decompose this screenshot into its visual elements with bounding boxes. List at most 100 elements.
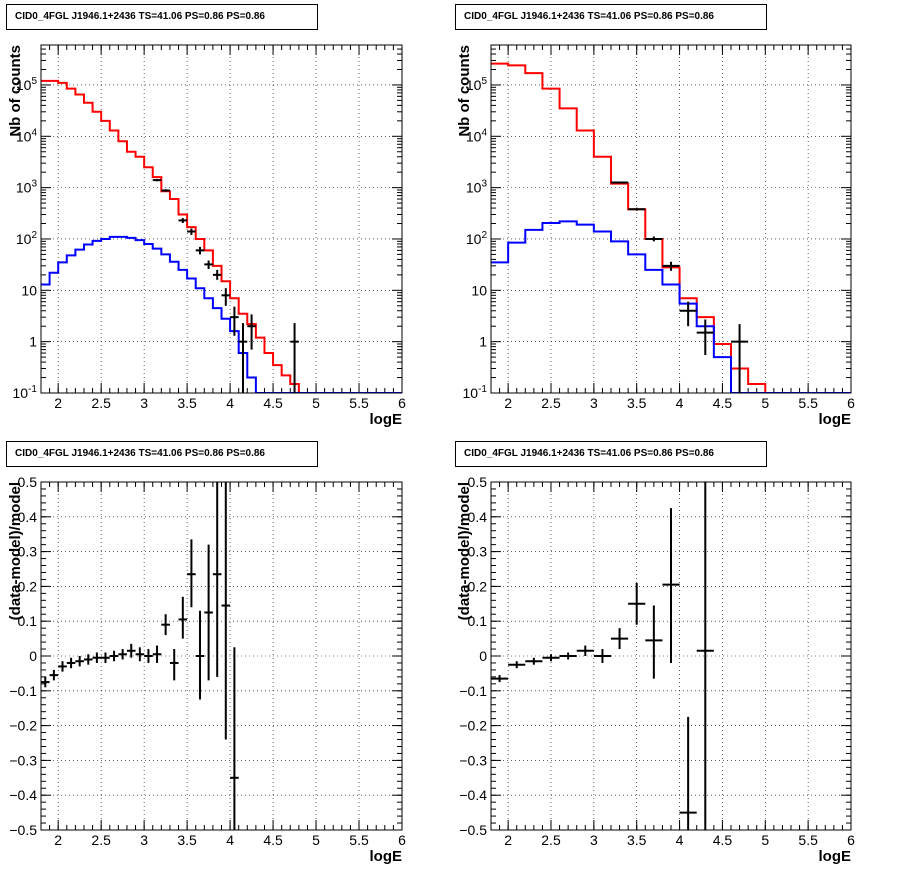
- x-tick-label: 6: [398, 832, 406, 848]
- data-point: [628, 582, 646, 625]
- y-tick-label: 0.3: [468, 544, 488, 560]
- data-point: [731, 324, 749, 393]
- data-point: [152, 645, 162, 663]
- y-tick-label: 0.4: [468, 509, 488, 525]
- data-point: [542, 654, 560, 662]
- data-point: [101, 652, 110, 663]
- data-point: [195, 610, 205, 700]
- x-tick-label: 4: [226, 395, 234, 411]
- y-tick-label: 10-1: [463, 384, 488, 401]
- plot-frame: [40, 481, 403, 831]
- data-point: [83, 654, 93, 665]
- grid-lines: [41, 45, 402, 393]
- y-tick-label: 0.4: [18, 509, 38, 525]
- y-tick-label: 102: [16, 230, 38, 247]
- x-axis-label: logE: [819, 411, 852, 428]
- y-tick-label: 0.2: [468, 578, 488, 594]
- data-point: [230, 306, 239, 336]
- histogram-step-line: [41, 79, 402, 393]
- y-tick-label: 0.2: [18, 578, 38, 594]
- y-axis-label: Nb of counts: [7, 45, 24, 137]
- chart-top-left: 2 2.5 3 3.5 4 4.5 5 5.5 6 10-1 1 10 102 103 104 105 logE…: [7, 44, 406, 428]
- series-0: [41, 79, 402, 393]
- panel-top-right: CID0_4FGL J1946.1+2436 TS=41.06 PS=0.86 …: [449, 0, 898, 437]
- x-tick-label: 5: [761, 832, 769, 848]
- data-point: [58, 661, 67, 672]
- chart-title: CID0_4FGL J1946.1+2436 TS=41.06 PS=0.86 …: [455, 441, 767, 467]
- x-tick-label: 2.5: [91, 832, 111, 848]
- chart-bottom-right: 2 2.5 3 3.5 4 4.5 5 5.5 6 −0.5 −0.4 −0.3 −0.2 −0.1 0 0.…: [456, 474, 855, 865]
- data-point: [290, 323, 299, 393]
- data-point: [161, 614, 170, 636]
- y-tick-label: 102: [466, 230, 488, 247]
- y-tick-label: 105: [16, 76, 38, 93]
- x-tick-label: 4: [226, 832, 234, 848]
- y-tick-label: 10: [21, 282, 37, 298]
- x-tick-label: 6: [847, 395, 855, 411]
- data-point: [195, 246, 205, 255]
- x-tick-label: 6: [847, 832, 855, 848]
- data-point: [696, 319, 714, 355]
- grid-lines: [41, 482, 402, 830]
- chart-top-right: 2 2.5 3 3.5 4 4.5 5 5.5 6 10-1 1 10 102 103 104 105 logE…: [456, 44, 855, 428]
- y-tick-label: 1: [29, 334, 37, 350]
- x-tick-label: 5.5: [798, 395, 818, 411]
- data-point: [66, 657, 76, 669]
- y-tick-label: 0: [29, 648, 37, 664]
- y-tick-label: 0.1: [468, 613, 488, 629]
- data-point: [645, 236, 663, 242]
- data-point: [611, 181, 629, 184]
- x-tick-label: 3: [590, 832, 598, 848]
- x-tick-label: 5: [761, 395, 769, 411]
- histogram-step-line: [41, 235, 402, 393]
- y-tick-label: −0.1: [9, 683, 37, 699]
- x-tick-label: 3.5: [177, 832, 197, 848]
- data-point: [230, 647, 239, 830]
- y-axis-label: (data-model)/model: [456, 482, 473, 620]
- x-axis-label: logE: [370, 848, 403, 865]
- plot-frame: [490, 44, 852, 394]
- x-tick-label: 5.5: [349, 395, 369, 411]
- y-tick-label: 103: [466, 179, 488, 196]
- y-tick-label: 10: [471, 282, 487, 298]
- y-tick-label: −0.1: [459, 683, 487, 699]
- histogram-step-line: [491, 220, 851, 393]
- data-point: [178, 218, 188, 223]
- y-tick-label: 0: [479, 648, 487, 664]
- chart-bottom-left: 2 2.5 3 3.5 4 4.5 5 5.5 6 −0.5 −0.4 −0.3 −0.2 −0.1 0 0.…: [7, 474, 406, 865]
- data-point: [169, 649, 179, 681]
- y-tick-label: 0.5: [18, 474, 38, 490]
- data-point: [118, 649, 127, 660]
- data-point: [559, 652, 577, 660]
- x-tick-label: 2.5: [91, 395, 111, 411]
- plot-frame: [40, 44, 403, 394]
- chart-title: CID0_4FGL J1946.1+2436 TS=41.06 PS=0.86 …: [6, 4, 318, 30]
- data-point: [144, 649, 153, 663]
- x-tick-label: 3: [590, 395, 598, 411]
- x-tick-label: 3.5: [627, 395, 647, 411]
- data-point: [662, 261, 680, 271]
- data-point: [187, 228, 196, 235]
- x-tick-label: 4.5: [713, 395, 733, 411]
- x-tick-label: 2: [504, 832, 512, 848]
- series-1: [41, 235, 402, 393]
- x-tick-label: 6: [398, 395, 406, 411]
- data-point: [212, 269, 222, 280]
- y-tick-label: 0.1: [18, 613, 38, 629]
- data-point: [662, 508, 680, 663]
- y-tick-label: −0.2: [459, 718, 487, 734]
- chart-title: CID0_4FGL J1946.1+2436 TS=41.06 PS=0.86 …: [6, 441, 318, 467]
- data-point: [628, 207, 646, 211]
- x-tick-label: 4.5: [713, 832, 733, 848]
- data-point: [41, 676, 50, 688]
- x-axis-label: logE: [819, 848, 852, 865]
- x-axis-label: logE: [370, 411, 403, 428]
- series-0: [41, 482, 239, 830]
- x-tick-label: 5.5: [798, 832, 818, 848]
- x-tick-label: 5: [312, 395, 320, 411]
- data-point: [75, 656, 84, 667]
- y-tick-label: 0.3: [18, 544, 38, 560]
- y-tick-label: −0.2: [9, 718, 37, 734]
- y-tick-label: −0.3: [459, 752, 487, 768]
- y-tick-label: 1: [479, 334, 487, 350]
